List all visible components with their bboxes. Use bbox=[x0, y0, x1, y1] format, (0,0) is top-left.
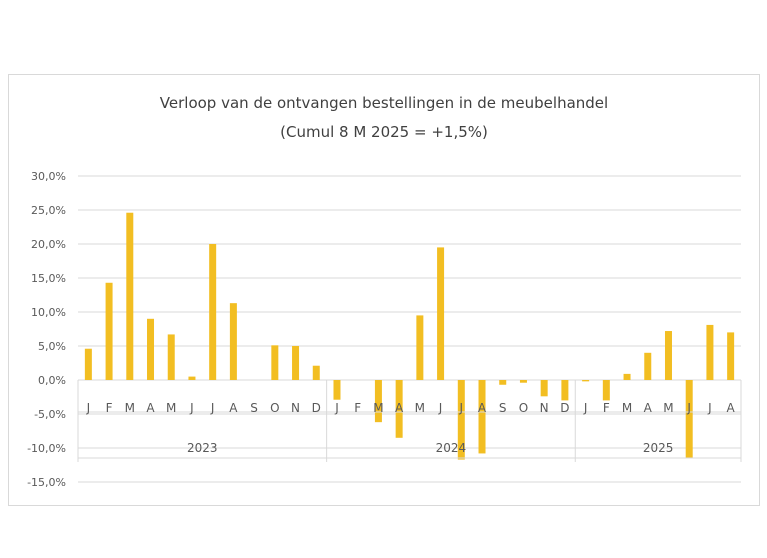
month-label: N bbox=[540, 401, 549, 415]
month-label: O bbox=[519, 401, 528, 415]
month-label: F bbox=[106, 401, 113, 415]
month-label: A bbox=[395, 401, 404, 415]
month-label: A bbox=[727, 401, 736, 415]
bar-2023-4 bbox=[147, 318, 155, 380]
month-label: A bbox=[229, 401, 238, 415]
y-tick-label: 20,0% bbox=[31, 238, 66, 251]
y-tick-label: 30,0% bbox=[31, 170, 66, 183]
y-tick-label: 0,0% bbox=[38, 374, 66, 387]
month-label: J bbox=[459, 401, 464, 415]
bar-2025-2 bbox=[602, 380, 610, 401]
month-label: J bbox=[583, 401, 588, 415]
bar-2024-3 bbox=[374, 380, 382, 423]
bar-2025-7 bbox=[706, 324, 714, 380]
y-tick-label: 25,0% bbox=[31, 204, 66, 217]
month-label: J bbox=[189, 401, 194, 415]
y-tick-label: 15,0% bbox=[31, 272, 66, 285]
bar-2024-11 bbox=[540, 380, 548, 397]
bar-2023-10 bbox=[271, 345, 279, 380]
y-tick-label: -5,0% bbox=[34, 408, 66, 421]
month-label: M bbox=[415, 401, 425, 415]
bar-2023-2 bbox=[105, 282, 113, 380]
bar-2025-6 bbox=[685, 380, 693, 459]
month-label: M bbox=[125, 401, 135, 415]
bar-2023-1 bbox=[84, 348, 92, 380]
bar-2025-5 bbox=[664, 331, 672, 380]
year-label: 2024 bbox=[436, 441, 467, 455]
month-label: J bbox=[686, 401, 691, 415]
chart-frame bbox=[8, 74, 760, 506]
month-label: F bbox=[603, 401, 610, 415]
bar-2023-3 bbox=[126, 212, 134, 380]
bar-2023-12 bbox=[312, 365, 320, 380]
month-label: S bbox=[499, 401, 507, 415]
bar-2023-6 bbox=[188, 376, 196, 380]
month-label: J bbox=[334, 401, 339, 415]
bar-2024-4 bbox=[395, 380, 403, 438]
bar-2024-7 bbox=[457, 380, 465, 460]
month-label: M bbox=[166, 401, 176, 415]
bar-2023-8 bbox=[229, 303, 237, 380]
month-label: F bbox=[354, 401, 361, 415]
chart-subtitle: (Cumul 8 M 2025 = +1,5%) bbox=[280, 123, 488, 141]
month-label: D bbox=[312, 401, 321, 415]
bar-2023-7 bbox=[209, 244, 217, 380]
bar-2024-9 bbox=[499, 380, 507, 385]
month-label: J bbox=[86, 401, 91, 415]
bar-2025-1 bbox=[582, 380, 590, 382]
month-label: M bbox=[663, 401, 673, 415]
y-tick-label: -10,0% bbox=[27, 442, 66, 455]
month-label: N bbox=[291, 401, 300, 415]
bar-2024-8 bbox=[478, 380, 486, 454]
month-label: J bbox=[210, 401, 215, 415]
bar-2024-1 bbox=[333, 380, 341, 400]
bar-2023-11 bbox=[292, 346, 300, 380]
year-label: 2025 bbox=[643, 441, 674, 455]
month-label: J bbox=[707, 401, 712, 415]
bar-2024-10 bbox=[519, 380, 527, 383]
month-label: O bbox=[270, 401, 279, 415]
y-tick-label: 10,0% bbox=[31, 306, 66, 319]
y-tick-label: -15,0% bbox=[27, 476, 66, 489]
year-label: 2023 bbox=[187, 441, 218, 455]
month-label: M bbox=[373, 401, 383, 415]
month-label: A bbox=[146, 401, 155, 415]
chart-title: Verloop van de ontvangen bestellingen in… bbox=[160, 94, 608, 112]
month-label: J bbox=[438, 401, 443, 415]
bar-2025-3 bbox=[623, 373, 631, 380]
month-label: M bbox=[622, 401, 632, 415]
month-label: A bbox=[644, 401, 653, 415]
month-label: A bbox=[478, 401, 487, 415]
y-tick-label: 5,0% bbox=[38, 340, 66, 353]
bar-2024-5 bbox=[416, 315, 424, 380]
month-label: D bbox=[560, 401, 569, 415]
bar-2025-8 bbox=[727, 332, 735, 380]
bar-2024-6 bbox=[437, 247, 445, 380]
month-label: S bbox=[250, 401, 258, 415]
bar-2025-4 bbox=[644, 352, 652, 380]
bar-2024-12 bbox=[561, 380, 569, 401]
bar-2023-5 bbox=[167, 334, 175, 380]
